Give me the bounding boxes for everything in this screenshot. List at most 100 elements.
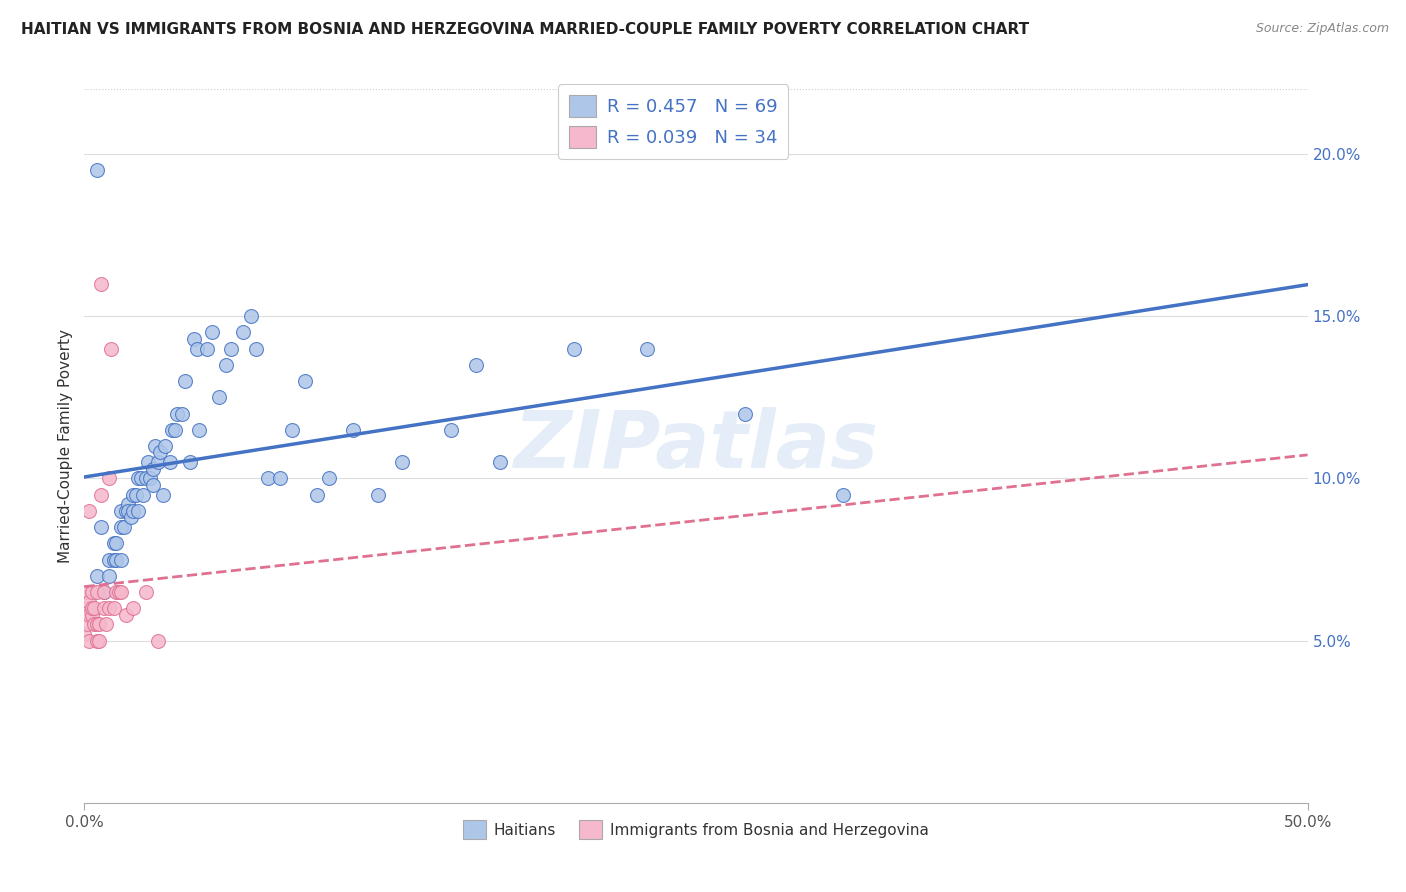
Point	[105, 536, 128, 550]
Point	[215, 358, 238, 372]
Point	[80, 585, 103, 599]
Point	[112, 520, 135, 534]
Point	[127, 504, 149, 518]
Point	[77, 633, 100, 648]
Point	[97, 601, 120, 615]
Point	[342, 423, 364, 437]
Point	[239, 310, 262, 324]
Point	[135, 585, 157, 599]
Point	[93, 585, 115, 599]
Point	[143, 439, 166, 453]
Point	[163, 423, 186, 437]
Point	[122, 601, 145, 615]
Point	[219, 342, 242, 356]
Point	[305, 488, 328, 502]
Point	[90, 277, 112, 291]
Point	[115, 504, 138, 518]
Point	[100, 342, 122, 356]
Point	[186, 342, 208, 356]
Point	[90, 488, 112, 502]
Point	[117, 504, 139, 518]
Point	[142, 461, 165, 475]
Point	[93, 601, 115, 615]
Point	[86, 585, 108, 599]
Point	[120, 510, 142, 524]
Point	[87, 633, 110, 648]
Point	[367, 488, 389, 502]
Point	[115, 607, 138, 622]
Point	[734, 407, 756, 421]
Point	[86, 568, 108, 582]
Point	[77, 504, 100, 518]
Point	[489, 455, 512, 469]
Point	[80, 607, 103, 622]
Point	[76, 617, 98, 632]
Point	[153, 439, 176, 453]
Point	[183, 332, 205, 346]
Point	[142, 478, 165, 492]
Point	[103, 601, 125, 615]
Point	[464, 358, 486, 372]
Point	[105, 552, 128, 566]
Point	[97, 471, 120, 485]
Y-axis label: Married-Couple Family Poverty: Married-Couple Family Poverty	[58, 329, 73, 563]
Point	[97, 568, 120, 582]
Point	[80, 601, 103, 615]
Point	[208, 390, 231, 404]
Legend: Haitians, Immigrants from Bosnia and Herzegovina: Haitians, Immigrants from Bosnia and Her…	[457, 814, 935, 845]
Point	[294, 374, 316, 388]
Point	[110, 520, 132, 534]
Point	[122, 488, 145, 502]
Point	[146, 455, 169, 469]
Point	[269, 471, 291, 485]
Point	[77, 607, 100, 622]
Text: Source: ZipAtlas.com: Source: ZipAtlas.com	[1256, 22, 1389, 36]
Point	[636, 342, 658, 356]
Point	[318, 471, 340, 485]
Point	[152, 488, 174, 502]
Point	[162, 423, 184, 437]
Point	[86, 617, 108, 632]
Point	[90, 520, 112, 534]
Point	[110, 585, 132, 599]
Point	[159, 455, 181, 469]
Point	[127, 471, 149, 485]
Point	[103, 552, 125, 566]
Point	[146, 633, 169, 648]
Point	[107, 585, 129, 599]
Point	[232, 326, 254, 340]
Point	[831, 488, 853, 502]
Point	[172, 407, 194, 421]
Point	[195, 342, 218, 356]
Point	[83, 601, 105, 615]
Point	[188, 423, 211, 437]
Point	[245, 342, 267, 356]
Point	[257, 471, 280, 485]
Point	[97, 552, 120, 566]
Point	[86, 163, 108, 178]
Point	[76, 585, 98, 599]
Point	[77, 595, 100, 609]
Point	[139, 471, 162, 485]
Point	[166, 407, 188, 421]
Point	[132, 488, 155, 502]
Point	[129, 471, 152, 485]
Point	[96, 617, 118, 632]
Text: ZIPatlas: ZIPatlas	[513, 407, 879, 485]
Point	[179, 455, 201, 469]
Point	[110, 504, 132, 518]
Point	[281, 423, 304, 437]
Point	[391, 455, 413, 469]
Point	[562, 342, 585, 356]
Point	[117, 497, 139, 511]
Point	[149, 445, 172, 459]
Point	[200, 326, 222, 340]
Point	[93, 585, 115, 599]
Point	[110, 552, 132, 566]
Point	[440, 423, 463, 437]
Point	[105, 585, 128, 599]
Text: HAITIAN VS IMMIGRANTS FROM BOSNIA AND HERZEGOVINA MARRIED-COUPLE FAMILY POVERTY : HAITIAN VS IMMIGRANTS FROM BOSNIA AND HE…	[21, 22, 1029, 37]
Point	[87, 617, 110, 632]
Point	[76, 601, 98, 615]
Point	[86, 633, 108, 648]
